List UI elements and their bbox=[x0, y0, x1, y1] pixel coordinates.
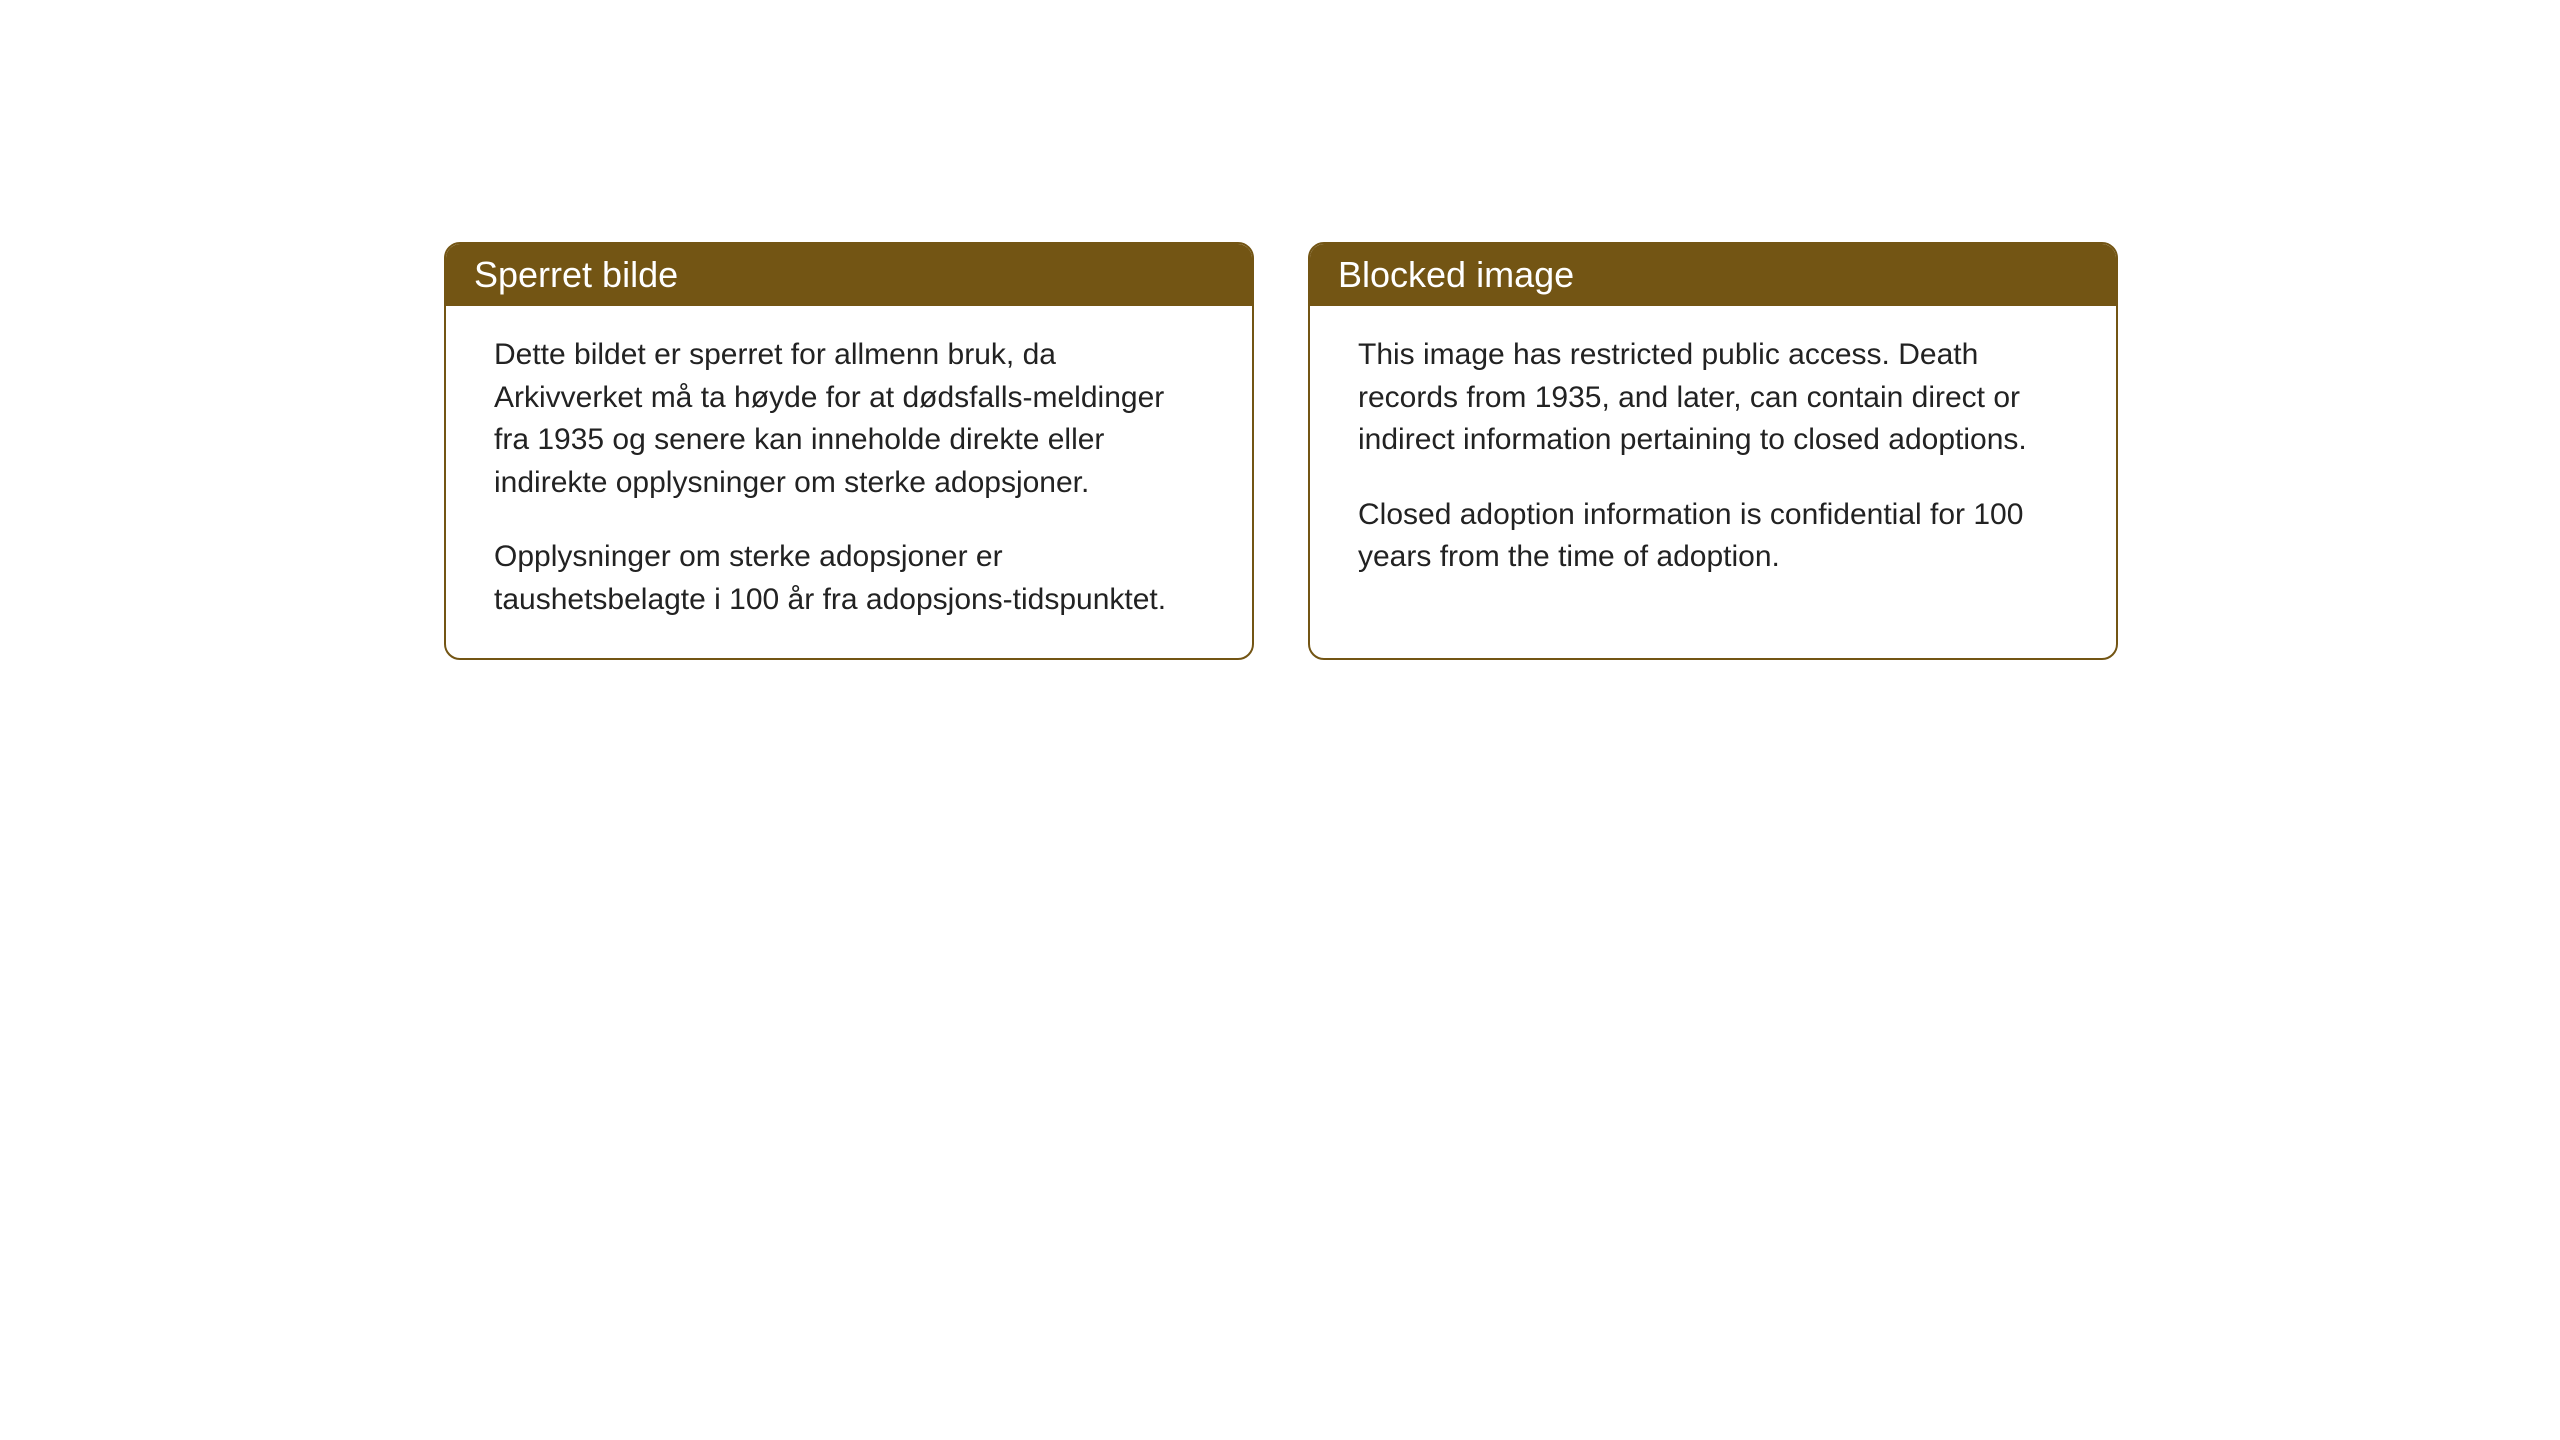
notice-card-norwegian: Sperret bilde Dette bildet er sperret fo… bbox=[444, 242, 1254, 660]
notice-title: Sperret bilde bbox=[474, 254, 678, 295]
notice-paragraph: Closed adoption information is confident… bbox=[1358, 494, 2068, 579]
notice-container: Sperret bilde Dette bildet er sperret fo… bbox=[0, 0, 2560, 660]
notice-paragraph: This image has restricted public access.… bbox=[1358, 334, 2068, 462]
notice-header-norwegian: Sperret bilde bbox=[446, 244, 1252, 306]
notice-paragraph: Opplysninger om sterke adopsjoner er tau… bbox=[494, 536, 1204, 621]
notice-card-english: Blocked image This image has restricted … bbox=[1308, 242, 2118, 660]
notice-paragraph: Dette bildet er sperret for allmenn bruk… bbox=[494, 334, 1204, 504]
notice-body-english: This image has restricted public access.… bbox=[1310, 306, 2116, 615]
notice-header-english: Blocked image bbox=[1310, 244, 2116, 306]
notice-body-norwegian: Dette bildet er sperret for allmenn bruk… bbox=[446, 306, 1252, 658]
notice-title: Blocked image bbox=[1338, 254, 1574, 295]
